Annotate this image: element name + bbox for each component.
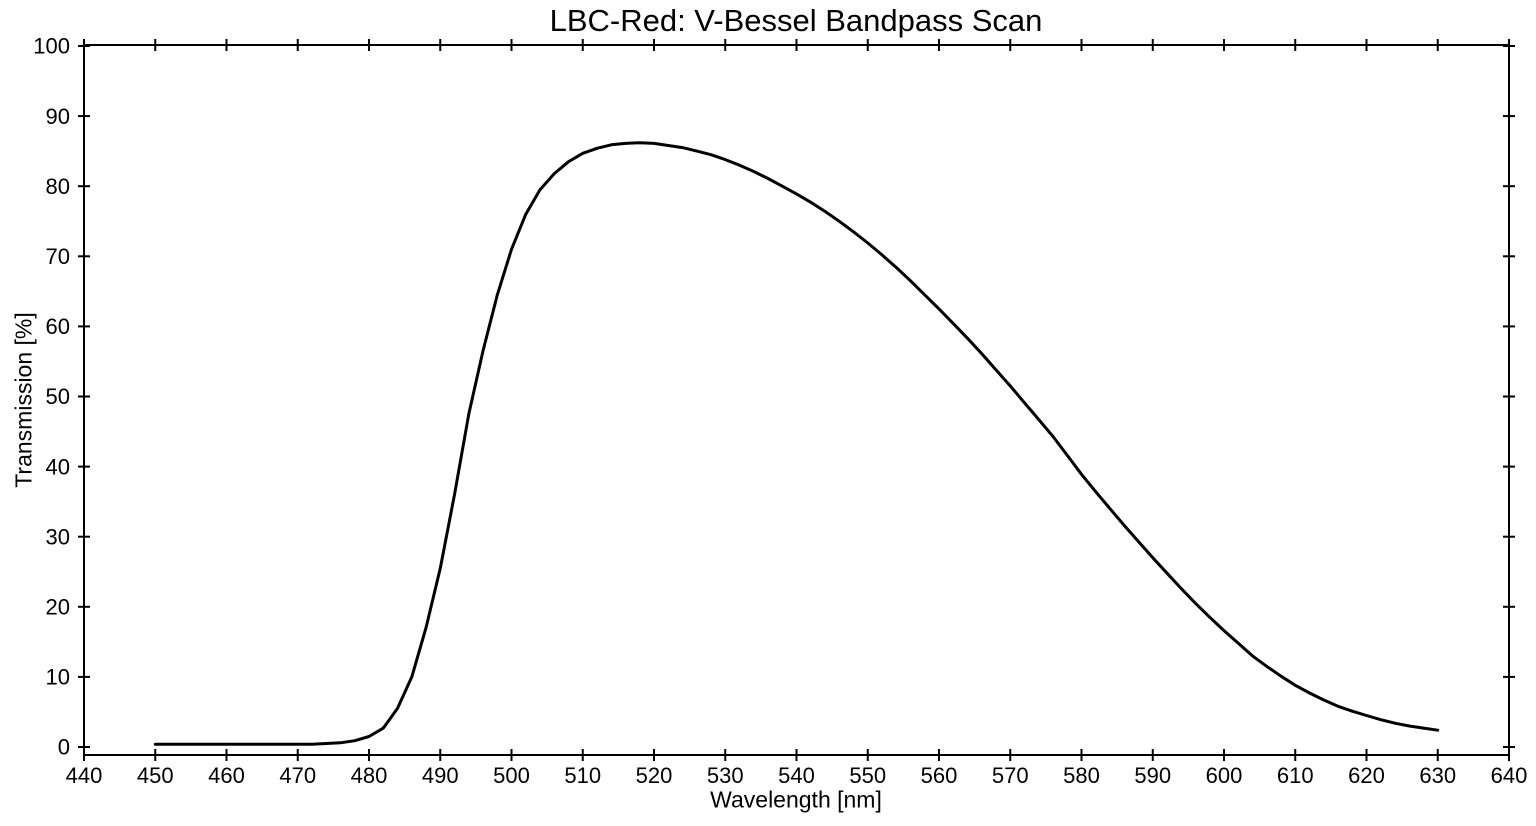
x-tick-label: 480 — [351, 763, 388, 788]
x-tick-label: 550 — [849, 763, 886, 788]
axis-tick-labels: 440 450 460 470 480 490 500 510 520 530 540 550 560 5… — [33, 34, 1527, 788]
y-tick-label: 20 — [46, 595, 70, 620]
x-tick-label: 630 — [1419, 763, 1456, 788]
x-tick-label: 450 — [137, 763, 174, 788]
x-tick-label: 520 — [636, 763, 673, 788]
chart-title: LBC-Red: V-Bessel Bandpass Scan — [549, 3, 1043, 38]
y-tick-label: 80 — [46, 174, 70, 199]
transmission-curve — [153, 141, 1440, 746]
x-axis-label: Wavelength [nm] — [710, 786, 882, 813]
x-tick-label: 500 — [493, 763, 530, 788]
x-tick-label: 620 — [1348, 763, 1385, 788]
x-tick-label: 530 — [707, 763, 744, 788]
x-tick-label: 600 — [1206, 763, 1243, 788]
x-tick-label: 440 — [66, 763, 103, 788]
x-tick-label: 560 — [921, 763, 958, 788]
y-tick-label: 100 — [33, 34, 70, 59]
x-tick-label: 570 — [992, 763, 1029, 788]
x-tick-label: 490 — [422, 763, 459, 788]
plot-frame — [83, 44, 1510, 756]
axis-ticks — [78, 39, 1515, 761]
x-tick-label: 580 — [1063, 763, 1100, 788]
y-tick-label: 70 — [46, 244, 70, 269]
x-tick-label: 510 — [564, 763, 601, 788]
y-axis-label: Transmission [%] — [10, 312, 37, 488]
x-tick-label: 540 — [778, 763, 815, 788]
x-tick-label: 640 — [1491, 763, 1528, 788]
y-tick-label: 0 — [58, 735, 70, 760]
y-tick-label: 10 — [46, 665, 70, 690]
x-tick-label: 460 — [208, 763, 245, 788]
axes-box — [83, 44, 1510, 756]
y-tick-label: 30 — [46, 524, 70, 549]
y-tick-label: 60 — [46, 314, 70, 339]
y-tick-label: 40 — [46, 454, 70, 479]
x-tick-label: 470 — [279, 763, 316, 788]
y-tick-label: 50 — [46, 384, 70, 409]
x-tick-label: 590 — [1134, 763, 1171, 788]
x-tick-label: 610 — [1277, 763, 1314, 788]
line-series — [153, 141, 1440, 746]
y-tick-label: 90 — [46, 104, 70, 129]
